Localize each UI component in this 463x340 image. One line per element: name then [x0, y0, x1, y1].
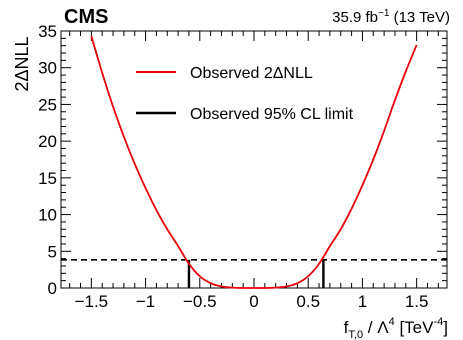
x-tick-label: −1	[136, 292, 155, 311]
y-tick-label: 15	[38, 169, 57, 188]
x-tick-label: 0	[249, 292, 258, 311]
y-tick-label: 25	[38, 95, 57, 114]
y-tick-label: 0	[48, 279, 57, 298]
y-tick-label: 10	[38, 206, 57, 225]
x-tick-label: 1	[358, 292, 367, 311]
x-axis-label: fT,0 / Λ4 [TeV-4]	[344, 316, 448, 340]
legend-label-observed-nll: Observed 2ΔNLL	[190, 65, 313, 82]
legend-label-cl-limit: Observed 95% CL limit	[190, 106, 354, 123]
x-tick-label: 0.5	[296, 292, 320, 311]
luminosity-label: 35.9 fb−1 (13 TeV)	[332, 8, 450, 26]
y-tick-label: 5	[48, 242, 57, 261]
y-axis-label: 2ΔNLL	[12, 36, 32, 91]
x-tick-label: 1.5	[405, 292, 429, 311]
y-tick-label: 20	[38, 132, 57, 151]
experiment-label: CMS	[64, 6, 108, 28]
x-tick-label: −0.5	[183, 292, 217, 311]
series-line-observed-nll	[90, 35, 418, 289]
x-tick-label: −1.5	[75, 292, 109, 311]
y-tick-label: 35	[38, 22, 57, 41]
y-tick-label: 30	[38, 59, 57, 78]
